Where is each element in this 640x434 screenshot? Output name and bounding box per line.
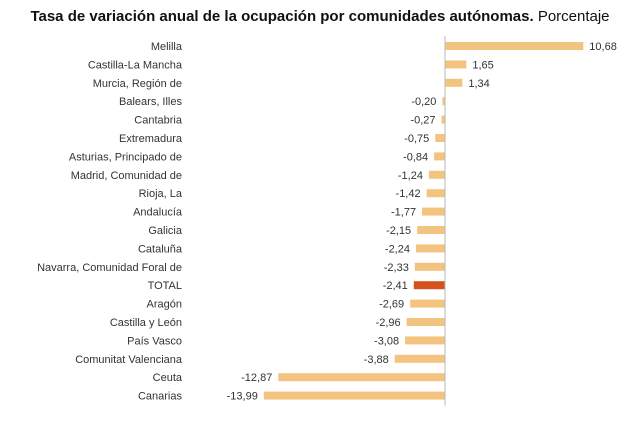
data-label: -2,69 xyxy=(379,299,404,311)
category-label: Comunitat Valenciana xyxy=(75,354,183,366)
data-label: -2,96 xyxy=(376,317,401,329)
chart-subtitle: Porcentaje xyxy=(537,8,610,25)
chart-title: Tasa de variación anual de la ocupación … xyxy=(0,8,640,25)
bar xyxy=(406,318,445,326)
bar xyxy=(414,262,445,271)
category-label: Navarra, Comunidad Foral de xyxy=(37,262,182,274)
data-label: -12,87 xyxy=(241,372,272,384)
bar xyxy=(445,42,584,50)
category-label: Asturias, Principado de xyxy=(69,151,182,163)
data-label: -3,88 xyxy=(364,354,389,366)
data-label: 10,68 xyxy=(589,41,617,53)
data-label: -1,77 xyxy=(391,207,416,219)
data-label: -2,41 xyxy=(383,280,408,292)
data-label: -0,27 xyxy=(410,115,435,127)
data-label: -0,20 xyxy=(411,96,436,108)
category-label: Castilla y León xyxy=(110,317,182,329)
bar xyxy=(426,189,445,198)
bar xyxy=(278,373,445,382)
data-label: -0,84 xyxy=(403,151,428,163)
data-label: -2,15 xyxy=(386,225,411,237)
data-label: -1,42 xyxy=(396,188,421,200)
chart-title-main: Tasa de variación anual de la ocupación … xyxy=(30,8,534,25)
bar xyxy=(417,226,445,234)
data-label: -2,24 xyxy=(385,243,410,255)
category-label: Melilla xyxy=(151,41,183,53)
category-label: Cataluña xyxy=(138,243,183,255)
category-label: Andalucía xyxy=(133,207,183,219)
category-label: Madrid, Comunidad de xyxy=(71,170,182,182)
data-label: 1,34 xyxy=(468,78,489,90)
data-label: -1,24 xyxy=(398,170,423,182)
bar xyxy=(405,336,445,345)
data-label: -0,75 xyxy=(404,133,429,145)
data-label: 1,65 xyxy=(472,59,493,71)
category-label: Balears, Illes xyxy=(119,96,182,108)
bar-total xyxy=(413,281,445,290)
category-label: Aragón xyxy=(147,299,182,311)
category-label: País Vasco xyxy=(127,335,182,347)
bar xyxy=(442,97,445,106)
category-label: Castilla-La Mancha xyxy=(88,59,183,71)
bar xyxy=(434,152,445,161)
bar xyxy=(415,244,445,253)
bar xyxy=(410,299,445,308)
category-label: Murcia, Región de xyxy=(93,78,182,90)
bar xyxy=(422,207,445,216)
category-label: Extremadura xyxy=(119,133,183,145)
bar xyxy=(428,170,445,179)
data-label: -2,33 xyxy=(384,262,409,274)
category-label: Rioja, La xyxy=(139,188,183,200)
bar xyxy=(435,134,445,142)
bar xyxy=(445,78,463,87)
bar xyxy=(263,391,445,400)
category-label: Canarias xyxy=(138,391,183,403)
category-label: Galicia xyxy=(148,225,183,237)
data-label: -13,99 xyxy=(227,391,258,403)
category-label: Cantabria xyxy=(134,115,183,127)
category-label: TOTAL xyxy=(148,280,182,292)
bar xyxy=(445,60,467,69)
bar xyxy=(394,354,445,363)
data-label: -3,08 xyxy=(374,335,399,347)
category-label: Ceuta xyxy=(153,372,183,384)
bar xyxy=(441,115,445,124)
